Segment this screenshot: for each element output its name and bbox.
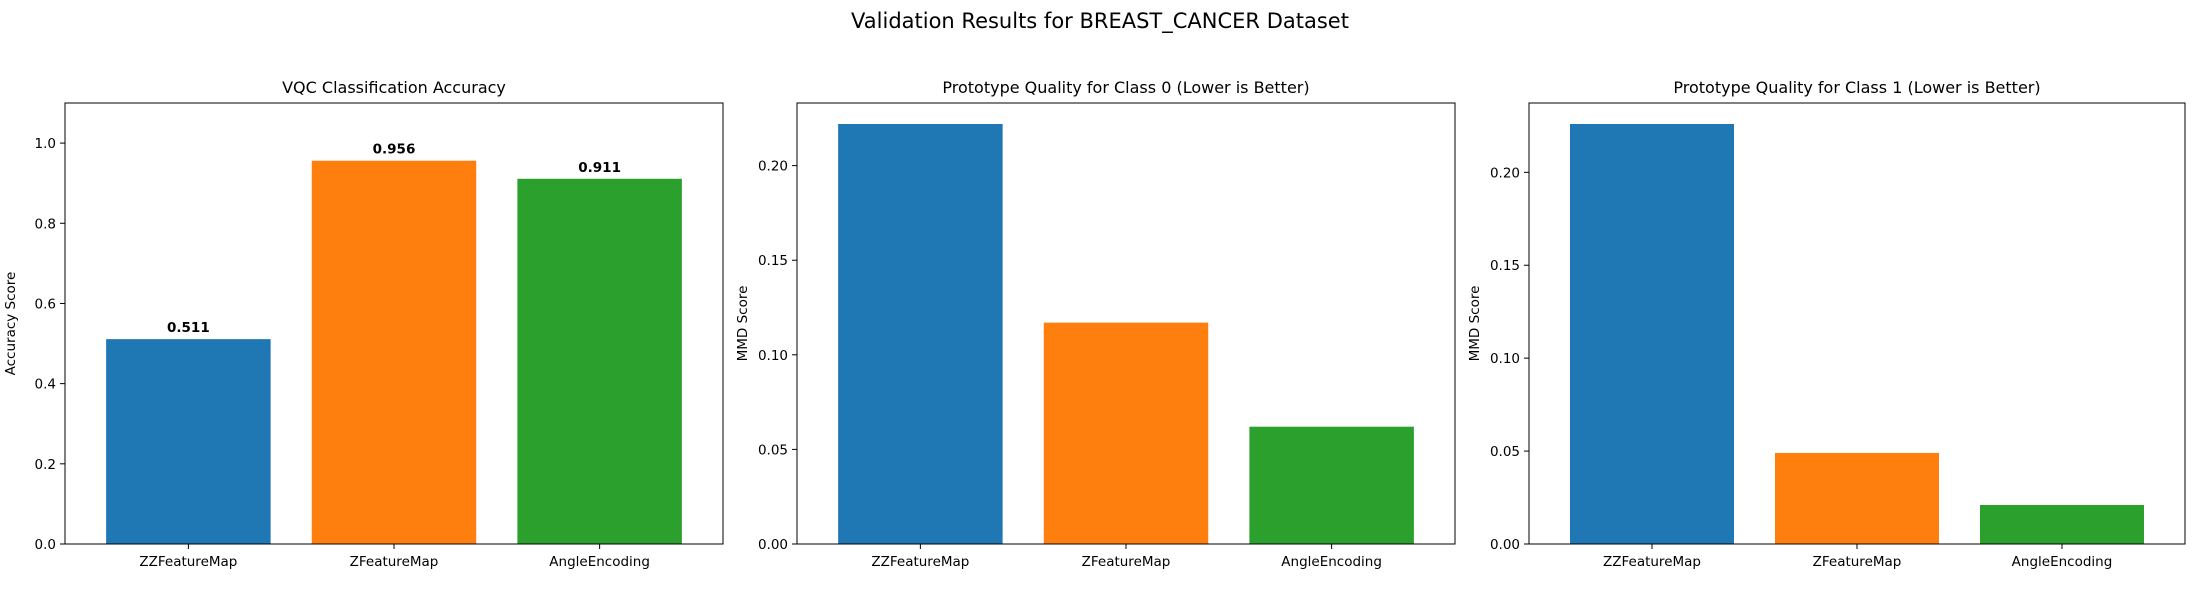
bar-ZFeatureMap (1775, 452, 1939, 544)
y-tick-label: 0.15 (1490, 258, 1520, 274)
bar-AngleEncoding (517, 178, 682, 544)
y-tick-label: 0.00 (1490, 537, 1520, 553)
y-tick-label: 0.2 (35, 457, 56, 473)
chart-title: Prototype Quality for Class 1 (Lower is … (1673, 78, 2040, 97)
plot-frame (64, 102, 724, 545)
x-tick-label: ZZFeatureMap (871, 554, 969, 570)
chart-panel-2: Prototype Quality for Class 0 (Lower is … (735, 78, 1456, 570)
bar-AngleEncoding (1249, 426, 1414, 544)
data-label: 0.956 (373, 142, 416, 158)
x-tick-label: ZFeatureMap (350, 554, 439, 570)
chart-title: VQC Classification Accuracy (282, 78, 506, 97)
y-tick-label: 0.6 (35, 296, 56, 312)
x-tick-label: AngleEncoding (549, 554, 650, 570)
bar-ZZFeatureMap (838, 124, 1003, 544)
data-label: 0.511 (167, 320, 210, 336)
y-tick-label: 0.20 (758, 159, 788, 175)
x-tick-label: ZFeatureMap (1813, 554, 1902, 570)
y-tick-label: 0.10 (758, 348, 788, 364)
chart-title: Prototype Quality for Class 0 (Lower is … (942, 78, 1309, 97)
bar-ZZFeatureMap (106, 339, 271, 544)
bar-ZFeatureMap (311, 160, 477, 545)
y-tick-label: 0.0 (35, 537, 56, 553)
bar-ZFeatureMap (1043, 322, 1209, 544)
y-tick-label: 0.05 (1490, 444, 1520, 460)
bar-AngleEncoding (1980, 504, 2144, 544)
y-tick-label: 0.10 (1490, 351, 1520, 367)
y-axis-label: MMD Score (1467, 286, 1483, 362)
y-tick-label: 1.0 (35, 136, 56, 152)
x-tick-label: AngleEncoding (2012, 554, 2113, 570)
y-tick-label: 0.8 (35, 216, 56, 232)
figure-title: Validation Results for BREAST_CANCER Dat… (851, 9, 1349, 34)
y-tick-label: 0.4 (35, 377, 56, 393)
y-tick-label: 0.20 (1490, 165, 1520, 181)
x-tick-label: AngleEncoding (1281, 554, 1382, 570)
x-tick-label: ZZFeatureMap (139, 554, 237, 570)
bar-ZZFeatureMap (1570, 124, 1734, 544)
plot-frame (796, 102, 1456, 545)
y-tick-label: 0.15 (758, 253, 788, 269)
plot-frame (1528, 102, 2186, 545)
x-tick-label: ZZFeatureMap (1603, 554, 1701, 570)
data-label: 0.911 (578, 160, 621, 176)
y-axis-label: Accuracy Score (3, 272, 19, 376)
y-axis-label: MMD Score (735, 286, 751, 362)
panels: VQC Classification Accuracy Accuracy Scor… (3, 78, 2186, 570)
y-tick-label: 0.05 (758, 442, 788, 458)
x-tick-label: ZFeatureMap (1082, 554, 1171, 570)
chart-panel-1: VQC Classification Accuracy Accuracy Scor… (3, 78, 724, 570)
chart-panel-3: Prototype Quality for Class 1 (Lower is … (1467, 78, 2186, 570)
y-tick-label: 0.00 (758, 537, 788, 553)
